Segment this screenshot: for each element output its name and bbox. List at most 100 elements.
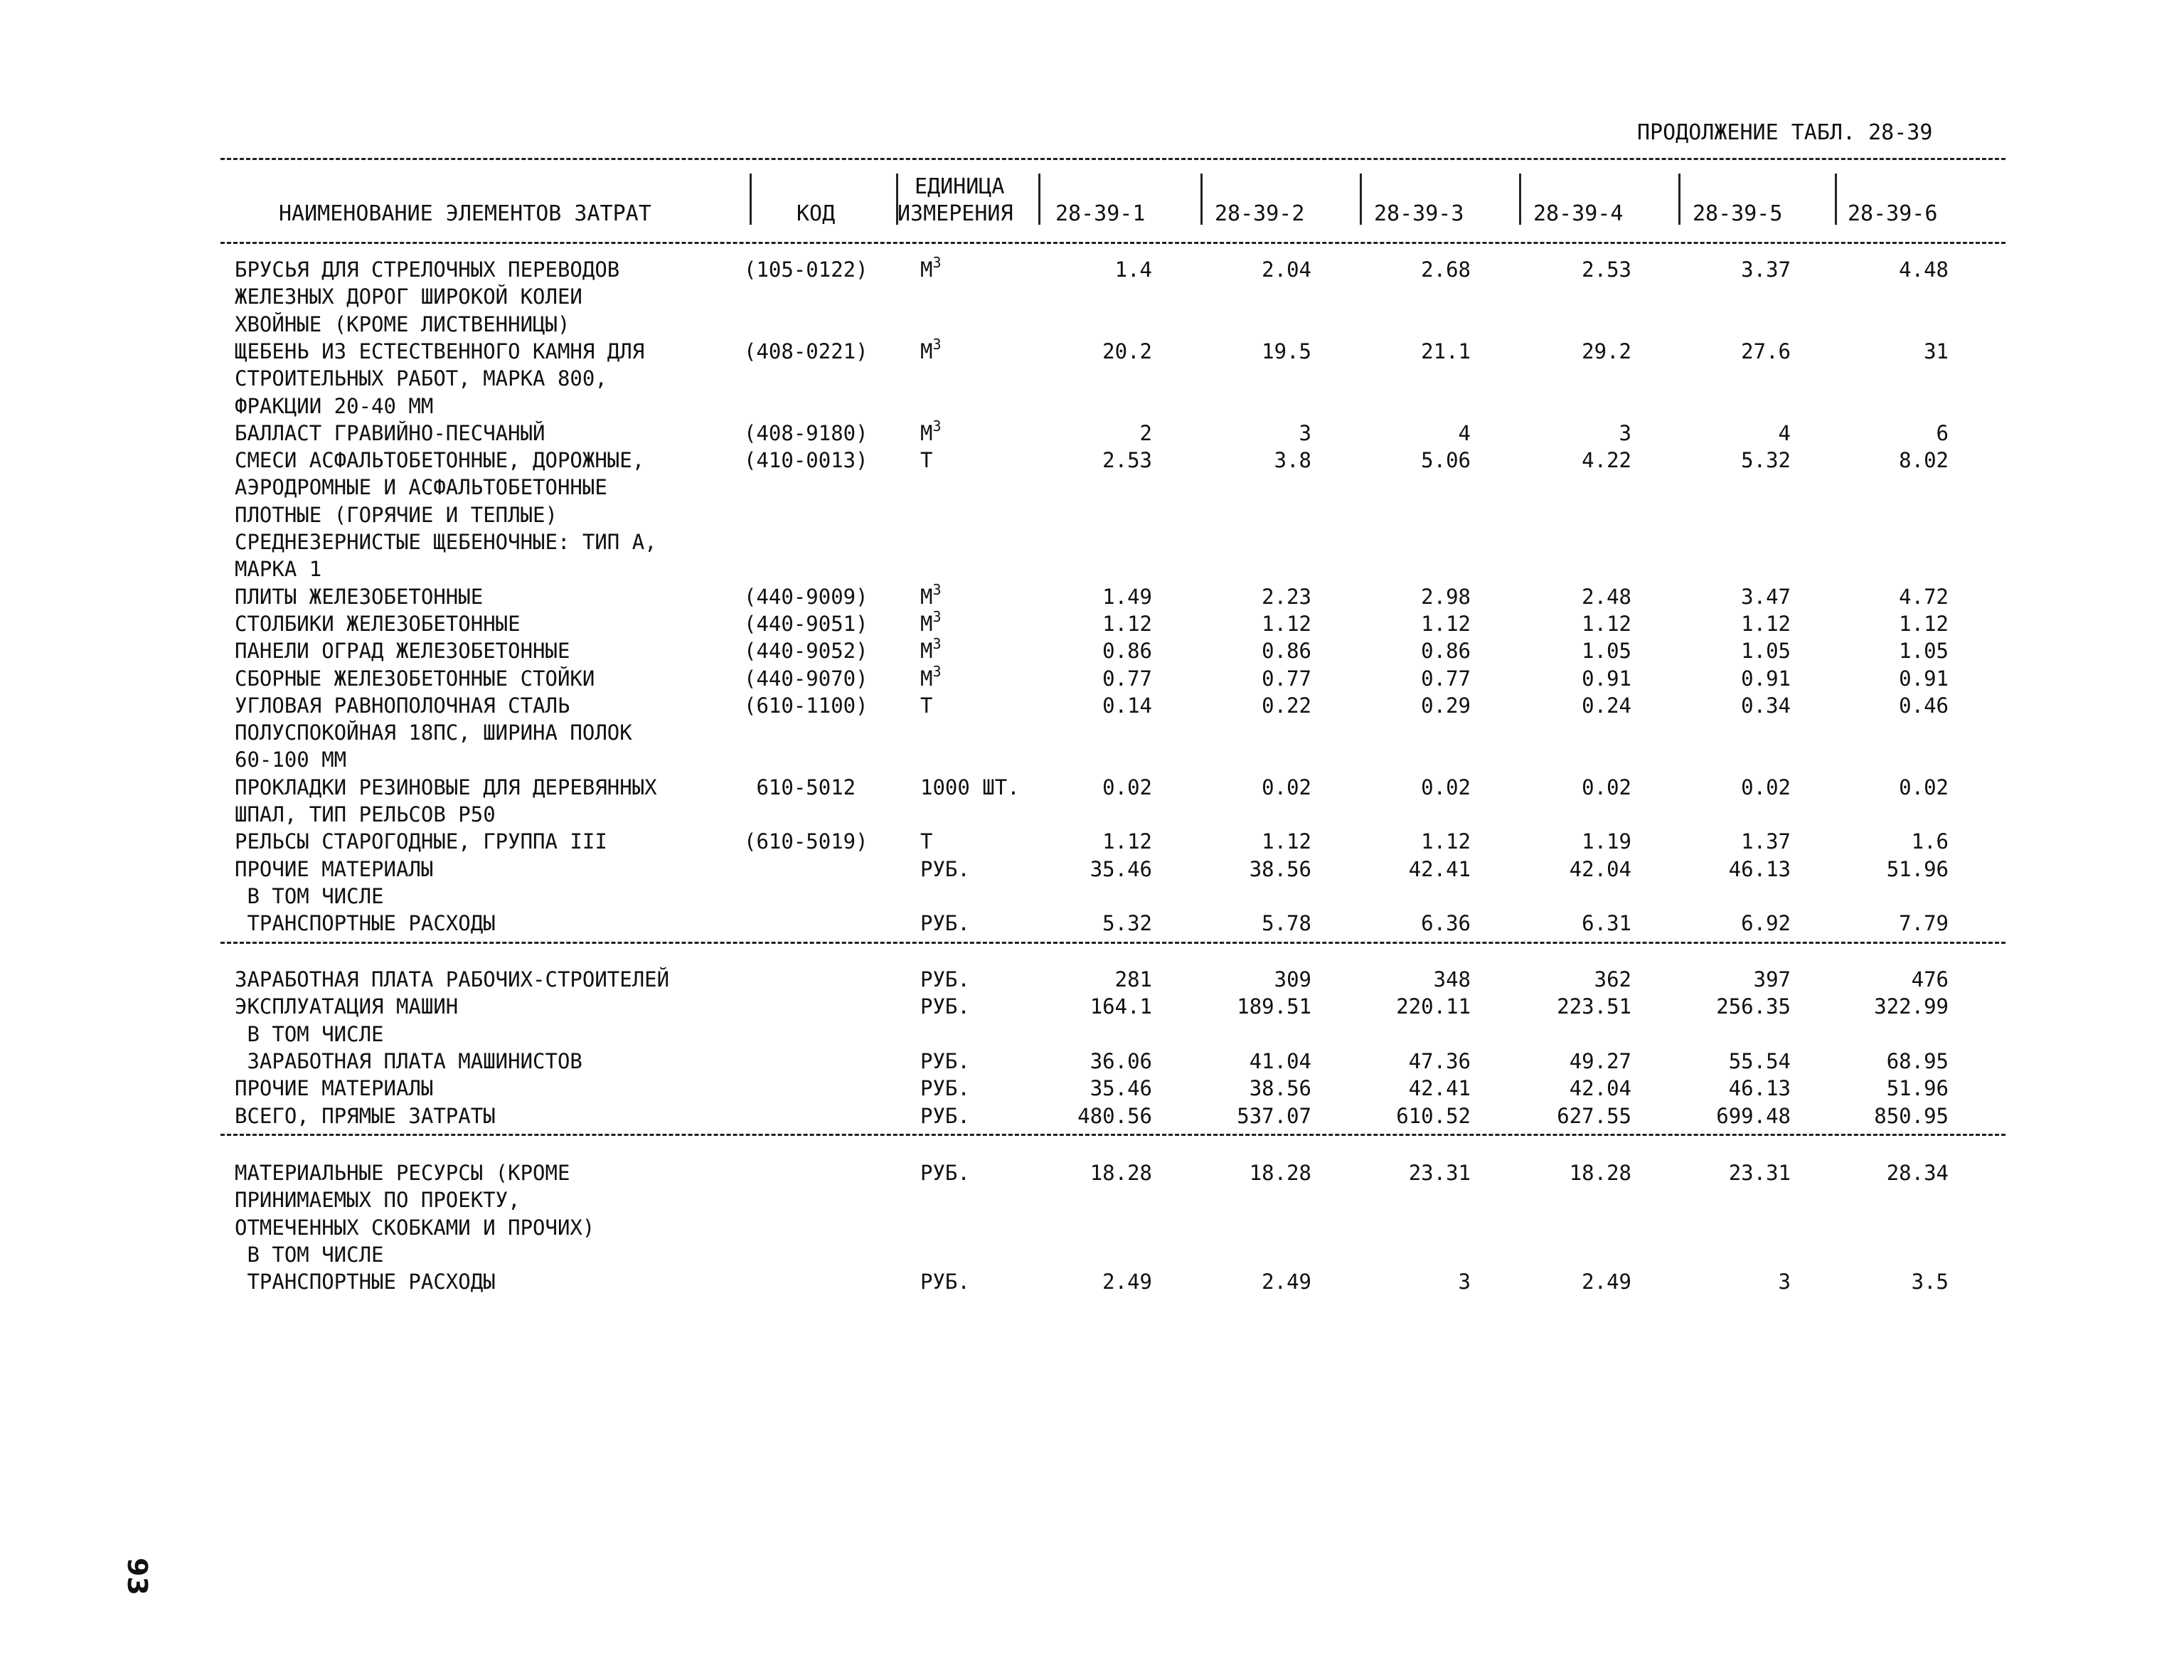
row-value-col-5: 5.32: [1741, 448, 1791, 473]
header-col-1: 28-39-1: [1055, 201, 1146, 226]
row-name-line: ПРИНИМАЕМЫХ ПО ПРОЕКТУ,: [235, 1188, 521, 1213]
header-col-3: 28-39-3: [1374, 201, 1464, 226]
row-value-col-5: 0.02: [1741, 775, 1791, 799]
row-value-col-2: 19.5: [1262, 339, 1311, 363]
row-value-col-2: 18.28: [1249, 1161, 1311, 1185]
row-name-line: СТОЛБИКИ ЖЕЛЕЗОБЕТОННЫЕ: [235, 611, 521, 636]
row-value-col-3: 220.11: [1396, 994, 1471, 1019]
row-name-line: ПЛОТНЫЕ (ГОРЯЧИЕ И ТЕПЛЫЕ): [235, 502, 558, 527]
row-value-col-5: 0.34: [1741, 693, 1791, 718]
section-divider-1: [220, 942, 2005, 944]
row-value-col-4: 2.48: [1582, 584, 1631, 609]
row-value-col-2: 537.07: [1237, 1103, 1311, 1128]
row-unit: РУБ.: [920, 911, 970, 936]
row-value-col-1: 20.2: [1102, 339, 1152, 363]
row-name-line: ЗАРАБОТНАЯ ПЛАТА МАШИНИСТОВ: [235, 1048, 582, 1073]
row-value-col-2: 3: [1299, 420, 1311, 445]
row-unit: Т: [920, 693, 933, 718]
col-separator: [1678, 174, 1680, 225]
row-value-col-6: 850.95: [1874, 1103, 1949, 1128]
row-unit: РУБ.: [920, 994, 970, 1019]
row-value-col-3: 2.98: [1421, 584, 1471, 609]
col-separator: [1038, 174, 1040, 225]
row-unit: 1000 ШТ.: [920, 775, 1020, 799]
col-separator: [1360, 174, 1362, 225]
row-value-col-6: 322.99: [1874, 994, 1949, 1019]
row-value-col-5: 1.37: [1741, 829, 1791, 854]
row-value-col-3: 42.41: [1408, 856, 1471, 881]
row-value-col-3: 23.31: [1408, 1161, 1471, 1185]
row-value-col-2: 2.04: [1262, 257, 1311, 282]
row-name-line: ПОЛУСПОКОЙНАЯ 18ПС, ШИРИНА ПОЛОК: [235, 721, 632, 745]
col-separator: [1519, 174, 1521, 225]
row-value-col-4: 29.2: [1582, 339, 1631, 363]
row-value-col-1: 0.77: [1102, 666, 1152, 691]
row-value-col-3: 0.86: [1421, 639, 1471, 664]
row-value-col-5: 46.13: [1728, 856, 1791, 881]
row-name-line: ПРОЧИЕ МАТЕРИАЛЫ: [235, 856, 434, 881]
row-name-line: БАЛЛАСТ ГРАВИЙНО-ПЕСЧАНЫЙ: [235, 420, 545, 445]
unit-superscript: 3: [932, 580, 942, 598]
row-value-col-1: 2.53: [1102, 448, 1152, 473]
row-unit: М3: [920, 662, 942, 691]
row-value-col-5: 27.6: [1741, 339, 1791, 363]
row-value-col-4: 0.24: [1582, 693, 1631, 718]
row-value-col-5: 256.35: [1716, 994, 1791, 1019]
row-unit: РУБ.: [920, 967, 970, 991]
row-name-line: ПРОЧИЕ МАТЕРИАЛЫ: [235, 1076, 434, 1101]
row-unit: РУБ.: [920, 1076, 970, 1101]
row-value-col-5: 1.05: [1741, 639, 1791, 664]
row-value-col-2: 2.49: [1262, 1270, 1311, 1294]
row-value-col-2: 5.78: [1262, 911, 1311, 936]
row-unit: М3: [920, 335, 942, 363]
row-value-col-1: 0.14: [1102, 693, 1152, 718]
header-col-4: 28-39-4: [1533, 201, 1624, 226]
row-value-col-6: 28.34: [1886, 1161, 1949, 1185]
row-value-col-4: 3: [1619, 420, 1631, 445]
row-value-col-2: 3.8: [1274, 448, 1311, 473]
row-value-col-1: 2: [1139, 420, 1152, 445]
header-bottom-rule: [220, 242, 2005, 244]
row-code: (440-9009): [744, 584, 868, 609]
row-name-line: ЭКСПЛУАТАЦИЯ МАШИН: [235, 994, 459, 1019]
row-value-col-6: 0.46: [1899, 693, 1949, 718]
row-unit: М3: [920, 635, 942, 664]
row-value-col-5: 6.92: [1741, 911, 1791, 936]
row-value-col-2: 189.51: [1237, 994, 1311, 1019]
row-code: (440-9051): [744, 611, 868, 636]
row-name-line: БРУСЬЯ ДЛЯ СТРЕЛОЧНЫХ ПЕРЕВОДОВ: [235, 257, 620, 282]
row-value-col-6: 1.6: [1911, 829, 1949, 854]
row-code: (440-9070): [744, 666, 868, 691]
row-value-col-5: 3.37: [1741, 257, 1791, 282]
row-code: (610-1100): [744, 693, 868, 718]
row-name-line: СРЕДНЕЗЕРНИСТЫЕ ЩЕБЕНОЧНЫЕ: ТИП А,: [235, 530, 657, 554]
row-value-col-3: 42.41: [1408, 1076, 1471, 1101]
row-value-col-1: 35.46: [1090, 856, 1152, 881]
col-separator: [896, 174, 898, 225]
row-value-col-5: 3.47: [1741, 584, 1791, 609]
row-value-col-4: 2.53: [1582, 257, 1631, 282]
row-value-col-6: 51.96: [1886, 856, 1949, 881]
row-value-col-3: 4: [1458, 420, 1471, 445]
row-value-col-4: 362: [1594, 967, 1631, 991]
row-unit: РУБ.: [920, 1103, 970, 1128]
row-value-col-2: 0.22: [1262, 693, 1311, 718]
row-value-col-6: 68.95: [1886, 1048, 1949, 1073]
row-value-col-6: 6: [1936, 420, 1949, 445]
row-code: 610-5012: [744, 775, 856, 799]
row-value-col-5: 699.48: [1716, 1103, 1791, 1128]
header-col-2: 28-39-2: [1215, 201, 1305, 226]
header-unit-line1: ЕДИНИЦА: [915, 174, 1005, 199]
unit-superscript: 3: [932, 335, 942, 353]
row-value-col-6: 1.05: [1899, 639, 1949, 664]
row-value-col-4: 4.22: [1582, 448, 1631, 473]
row-value-col-4: 0.91: [1582, 666, 1631, 691]
row-value-col-4: 18.28: [1569, 1161, 1631, 1185]
row-code: (440-9052): [744, 639, 868, 664]
row-name-line: В ТОМ ЧИСЛЕ: [235, 1242, 384, 1267]
row-value-col-2: 309: [1274, 967, 1311, 991]
row-value-col-6: 7.79: [1899, 911, 1949, 936]
row-value-col-6: 0.02: [1899, 775, 1949, 799]
row-value-col-4: 1.19: [1582, 829, 1631, 854]
row-name-line: ЖЕЛЕЗНЫХ ДОРОГ ШИРОКОЙ КОЛЕИ: [235, 285, 582, 309]
